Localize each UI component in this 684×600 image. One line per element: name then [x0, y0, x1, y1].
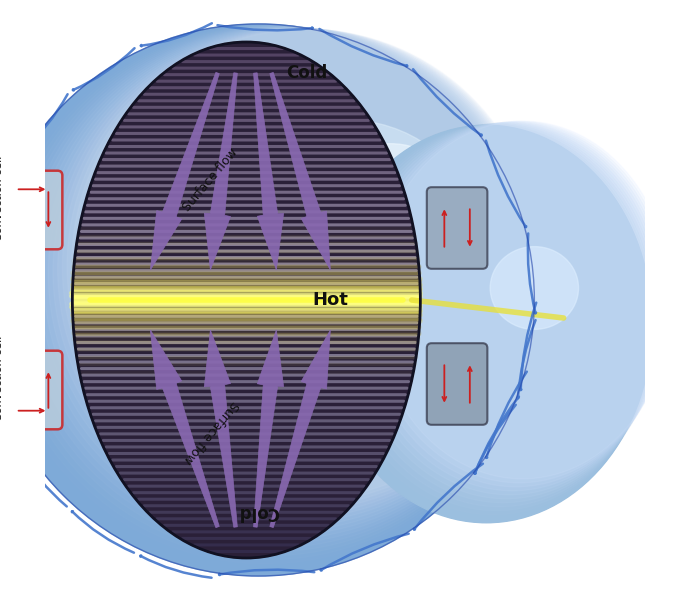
FancyArrowPatch shape — [486, 140, 526, 227]
Ellipse shape — [67, 29, 540, 503]
Polygon shape — [150, 73, 220, 270]
Polygon shape — [254, 330, 284, 527]
Ellipse shape — [490, 247, 579, 329]
Text: Cold: Cold — [238, 503, 279, 521]
FancyArrowPatch shape — [414, 464, 483, 530]
Ellipse shape — [15, 26, 537, 547]
FancyBboxPatch shape — [2, 350, 62, 430]
Text: Hot: Hot — [313, 291, 348, 309]
Ellipse shape — [34, 27, 538, 531]
Ellipse shape — [364, 122, 668, 487]
Ellipse shape — [330, 125, 655, 515]
Ellipse shape — [345, 124, 661, 503]
Ellipse shape — [1, 25, 536, 560]
Ellipse shape — [218, 119, 466, 313]
Text: Convection cell: Convection cell — [0, 155, 4, 241]
FancyArrowPatch shape — [19, 449, 67, 506]
FancyArrowPatch shape — [21, 94, 68, 152]
Ellipse shape — [354, 122, 664, 495]
FancyArrowPatch shape — [73, 48, 135, 91]
FancyArrowPatch shape — [72, 511, 134, 553]
FancyArrowPatch shape — [474, 405, 516, 473]
Ellipse shape — [62, 29, 540, 507]
Text: Surface flow: Surface flow — [181, 398, 240, 466]
Ellipse shape — [25, 26, 538, 539]
Ellipse shape — [0, 24, 534, 576]
Ellipse shape — [6, 25, 536, 556]
Text: Convection cell: Convection cell — [0, 335, 4, 421]
FancyArrowPatch shape — [517, 320, 536, 398]
Ellipse shape — [321, 125, 652, 523]
FancyArrowPatch shape — [0, 158, 16, 226]
FancyBboxPatch shape — [427, 343, 488, 425]
Ellipse shape — [39, 28, 538, 527]
FancyArrowPatch shape — [486, 371, 527, 458]
Ellipse shape — [373, 121, 672, 479]
Ellipse shape — [326, 125, 654, 519]
FancyBboxPatch shape — [2, 170, 62, 250]
Ellipse shape — [359, 122, 666, 491]
FancyArrowPatch shape — [218, 25, 313, 31]
FancyArrowPatch shape — [0, 374, 16, 443]
FancyArrowPatch shape — [219, 569, 314, 575]
Text: Cold: Cold — [286, 64, 327, 82]
Ellipse shape — [340, 124, 659, 507]
Ellipse shape — [0, 24, 534, 576]
Ellipse shape — [350, 123, 663, 499]
FancyArrowPatch shape — [141, 23, 212, 46]
Ellipse shape — [72, 29, 541, 499]
FancyArrowPatch shape — [413, 69, 482, 136]
Polygon shape — [205, 73, 237, 270]
FancyArrowPatch shape — [520, 302, 536, 390]
Ellipse shape — [335, 124, 657, 511]
FancyArrowPatch shape — [319, 29, 407, 67]
FancyArrowPatch shape — [528, 233, 536, 313]
Ellipse shape — [20, 26, 537, 544]
Ellipse shape — [0, 25, 535, 568]
Ellipse shape — [10, 26, 536, 551]
Polygon shape — [205, 330, 237, 527]
Polygon shape — [270, 73, 330, 270]
Ellipse shape — [369, 122, 670, 483]
Text: Surface flow: Surface flow — [181, 146, 240, 214]
FancyArrowPatch shape — [474, 397, 519, 473]
FancyArrowPatch shape — [140, 556, 211, 578]
Ellipse shape — [57, 29, 540, 511]
Ellipse shape — [328, 144, 452, 241]
Ellipse shape — [44, 28, 539, 523]
Polygon shape — [150, 330, 220, 527]
FancyBboxPatch shape — [427, 187, 488, 269]
Ellipse shape — [49, 28, 539, 519]
Ellipse shape — [0, 24, 535, 572]
Ellipse shape — [29, 27, 538, 535]
Polygon shape — [270, 330, 330, 527]
Ellipse shape — [321, 125, 652, 523]
Polygon shape — [254, 73, 284, 270]
FancyArrowPatch shape — [321, 533, 409, 571]
Ellipse shape — [0, 25, 536, 564]
Ellipse shape — [53, 28, 540, 515]
Ellipse shape — [73, 42, 421, 558]
